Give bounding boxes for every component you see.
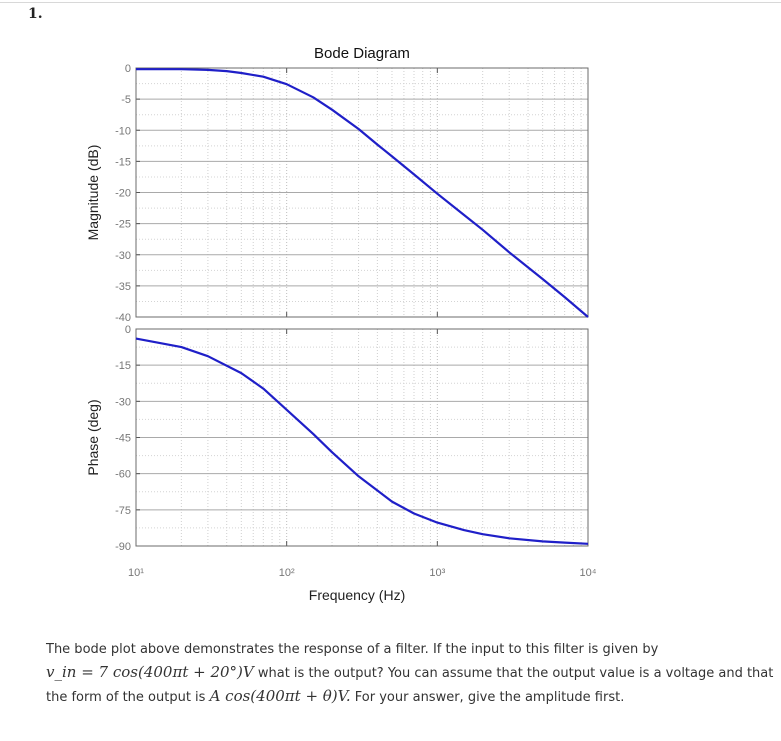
- axes-frame: [135, 328, 589, 547]
- frequency-axis-label: Frequency (Hz): [309, 587, 405, 603]
- top-divider: [0, 2, 781, 3]
- x-tick-label: 10³: [429, 567, 445, 579]
- y-tick-label: -35: [115, 281, 131, 293]
- y-tick-label: -90: [115, 541, 131, 553]
- question-line-3-text-a: the form of the output is: [46, 690, 210, 705]
- question-line-3: the form of the output is A cos(400πt + …: [46, 685, 756, 709]
- series-line: [136, 68, 589, 318]
- question-line-2-text: what is the output? You can assume that …: [253, 666, 774, 681]
- series-line: [135, 337, 589, 545]
- y-tick-label: -30: [115, 250, 131, 262]
- phase-axis-label: Phase (deg): [85, 399, 101, 475]
- x-tick-label: 10⁴: [580, 567, 597, 579]
- y-tick-label: -10: [115, 125, 131, 137]
- y-tick-label: -15: [115, 156, 131, 168]
- question-line-1: The bode plot above demonstrates the res…: [46, 642, 659, 657]
- y-tick-label: 0: [125, 63, 131, 75]
- y-tick-label: -25: [115, 219, 131, 231]
- chart-title: Bode Diagram: [314, 45, 410, 62]
- question-number: 1.: [28, 6, 43, 22]
- y-tick-label: -40: [115, 312, 131, 324]
- y-tick-label: -5: [121, 94, 131, 106]
- y-tick-label: -60: [115, 469, 131, 481]
- question-line-2: v_in = 7 cos(400πt + 20°)V what is the o…: [46, 661, 773, 685]
- y-tick-label: -30: [115, 396, 131, 408]
- input-expression: v_in = 7 cos(400πt + 20°)V: [46, 663, 254, 681]
- question-text: The bode plot above demonstrates the res…: [46, 638, 773, 709]
- y-tick-label: 0: [125, 324, 131, 336]
- x-tick-label: 10¹: [128, 567, 144, 579]
- x-tick-label: 10²: [279, 567, 295, 579]
- y-tick-label: -20: [115, 188, 131, 200]
- question-line-3-text-b: For your answer, give the amplitude firs…: [350, 690, 625, 705]
- bode-diagram: 0 -5 -10 -15 -20 -25 -30 -35 -40 Magnitude (dB) Bo…: [85, 45, 597, 603]
- axes-frame: [135, 67, 589, 318]
- output-form-expression: A cos(400πt + θ)V.: [209, 687, 351, 705]
- y-tick-label: -45: [115, 433, 131, 445]
- y-tick-label: -75: [115, 505, 131, 517]
- magnitude-axis-label: Magnitude (dB): [85, 145, 101, 241]
- y-tick-label: -15: [115, 360, 131, 372]
